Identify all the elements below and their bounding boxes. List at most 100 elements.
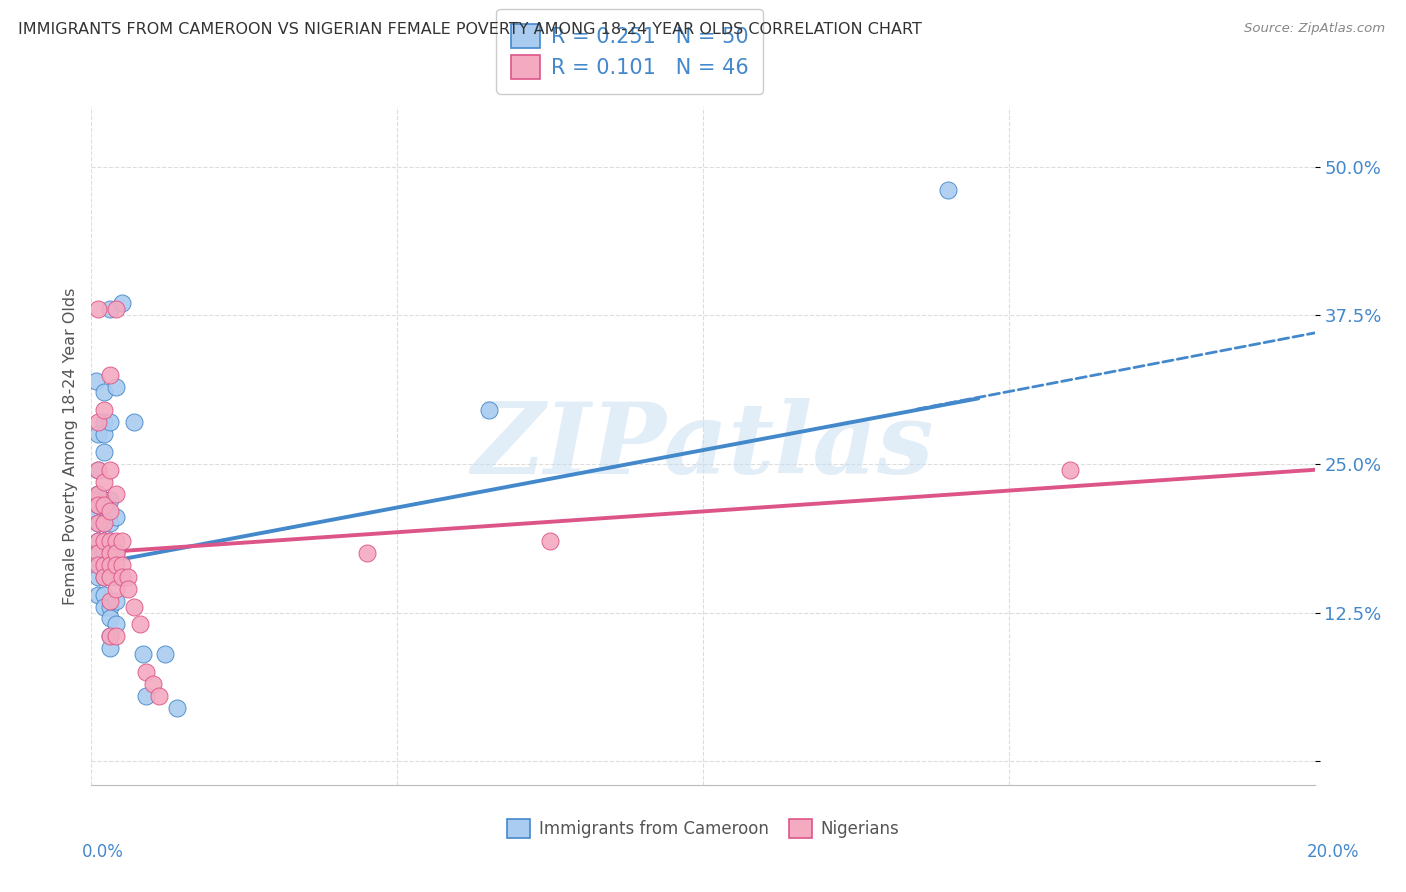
Point [83, 492, 105, 507]
Point [86, 486, 108, 500]
Point [93, 599, 115, 614]
Point [111, 558, 134, 572]
Point [104, 546, 127, 560]
Text: IMMIGRANTS FROM CAMEROON VS NIGERIAN FEMALE POVERTY AMONG 18-24 YEAR OLDS CORREL: IMMIGRANTS FROM CAMEROON VS NIGERIAN FEM… [18, 22, 922, 37]
Point [93, 427, 115, 442]
Point [98, 558, 121, 572]
Point [98, 558, 121, 572]
Point [104, 570, 127, 584]
Point [93, 403, 115, 417]
Point [86, 427, 108, 442]
Point [122, 415, 145, 429]
Point [122, 599, 145, 614]
Point [93, 570, 115, 584]
Point [166, 700, 188, 714]
Point [86, 516, 108, 531]
Point [86, 302, 108, 317]
Point [93, 499, 115, 513]
Text: ZIPatlas: ZIPatlas [472, 398, 934, 494]
Point [135, 665, 157, 679]
Point [86, 463, 108, 477]
Point [86, 463, 108, 477]
Point [98, 599, 121, 614]
Point [104, 486, 127, 500]
Point [86, 499, 108, 513]
Point [153, 647, 176, 661]
Y-axis label: Female Poverty Among 18-24 Year Olds: Female Poverty Among 18-24 Year Olds [62, 287, 77, 605]
Point [93, 534, 115, 549]
Point [936, 183, 959, 197]
Point [98, 546, 121, 560]
Point [104, 593, 127, 607]
Point [1059, 463, 1081, 477]
Point [104, 582, 127, 596]
Point [117, 570, 139, 584]
Point [86, 415, 108, 429]
Point [135, 689, 157, 703]
Point [104, 510, 127, 524]
Point [86, 558, 108, 572]
Point [98, 641, 121, 656]
Point [98, 534, 121, 549]
Point [93, 516, 115, 531]
Point [93, 534, 115, 549]
Point [93, 415, 115, 429]
Point [93, 570, 115, 584]
Point [148, 689, 170, 703]
Point [104, 302, 127, 317]
Point [93, 558, 115, 572]
Text: 0.0%: 0.0% [82, 843, 124, 861]
Point [98, 504, 121, 518]
Point [98, 593, 121, 607]
Point [84, 374, 107, 388]
Point [104, 617, 127, 632]
Point [93, 492, 115, 507]
Point [98, 629, 121, 643]
Point [98, 463, 121, 477]
Point [86, 588, 108, 602]
Point [86, 546, 108, 560]
Point [86, 486, 108, 500]
Point [98, 516, 121, 531]
Point [104, 534, 127, 549]
Point [132, 647, 155, 661]
Point [83, 510, 105, 524]
Point [98, 302, 121, 317]
Point [86, 546, 108, 560]
Point [111, 296, 134, 310]
Point [104, 546, 127, 560]
Point [98, 534, 121, 549]
Point [93, 475, 115, 489]
Point [98, 368, 121, 382]
Point [141, 677, 163, 691]
Point [104, 379, 127, 393]
Legend: Immigrants from Cameroon, Nigerians: Immigrants from Cameroon, Nigerians [501, 812, 905, 845]
Point [86, 499, 108, 513]
Point [93, 558, 115, 572]
Point [86, 516, 108, 531]
Point [93, 445, 115, 459]
Point [117, 582, 139, 596]
Point [478, 403, 501, 417]
Point [93, 385, 115, 400]
Point [111, 534, 134, 549]
Point [98, 492, 121, 507]
Point [86, 558, 108, 572]
Point [111, 570, 134, 584]
Point [129, 617, 152, 632]
Point [98, 611, 121, 625]
Point [98, 415, 121, 429]
Point [356, 546, 378, 560]
Point [98, 570, 121, 584]
Point [93, 588, 115, 602]
Point [93, 516, 115, 531]
Point [86, 534, 108, 549]
Point [86, 534, 108, 549]
Point [538, 534, 561, 549]
Point [98, 570, 121, 584]
Text: Source: ZipAtlas.com: Source: ZipAtlas.com [1244, 22, 1385, 36]
Point [93, 546, 115, 560]
Point [104, 629, 127, 643]
Text: 20.0%: 20.0% [1306, 843, 1360, 861]
Point [98, 546, 121, 560]
